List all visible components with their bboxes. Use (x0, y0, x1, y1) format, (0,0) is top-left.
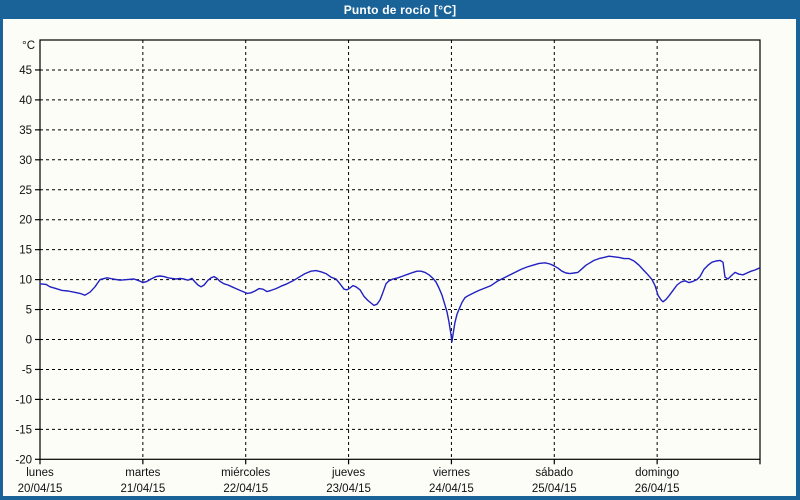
y-tick-label: 15 (19, 245, 32, 257)
day-label: viernes (433, 467, 470, 479)
y-tick-label: 5 (26, 305, 32, 317)
y-tick-label: 45 (19, 65, 32, 77)
date-label: 22/04/15 (223, 483, 268, 495)
y-tick-label: 40 (19, 95, 32, 107)
y-axis-unit-label: °C (22, 40, 35, 52)
day-label: jueves (331, 467, 365, 479)
date-label: 24/04/15 (429, 483, 474, 495)
chart-canvas: 45 40 35 30 25 20 15 10 5 0 -5 -10 -15 -20 °C lunes 20/0… (3, 19, 796, 496)
series-line (39, 255, 760, 343)
y-tick-label: 0 (26, 335, 32, 347)
date-label: 21/04/15 (120, 483, 165, 495)
day-label: miércoles (221, 467, 270, 479)
y-tick-label: 10 (19, 275, 32, 287)
day-label: lunes (26, 467, 54, 479)
day-label: domingo (635, 467, 679, 479)
chart-title: Punto de rocío [°C] (343, 2, 457, 17)
y-tick-label: -15 (15, 424, 32, 436)
y-tick-label: -5 (22, 364, 32, 376)
y-tick-label: 30 (19, 155, 32, 167)
y-tick-label: 25 (19, 185, 32, 197)
dew-point-chart: 45 40 35 30 25 20 15 10 5 0 -5 -10 -15 -20 °C lunes 20/0… (15, 39, 761, 495)
day-label: martes (125, 467, 160, 479)
y-tick-label: -20 (15, 454, 32, 466)
chart-title-bar: Punto de rocío [°C] (0, 0, 800, 19)
date-label: 26/04/15 (635, 483, 680, 495)
day-label: sábado (535, 467, 573, 479)
y-tick-label: -10 (15, 394, 32, 406)
date-label: 25/04/15 (532, 483, 577, 495)
date-label: 20/04/15 (18, 483, 63, 495)
y-tick-label: 35 (19, 125, 32, 137)
y-tick-label: 20 (19, 215, 32, 227)
date-label: 23/04/15 (326, 483, 371, 495)
